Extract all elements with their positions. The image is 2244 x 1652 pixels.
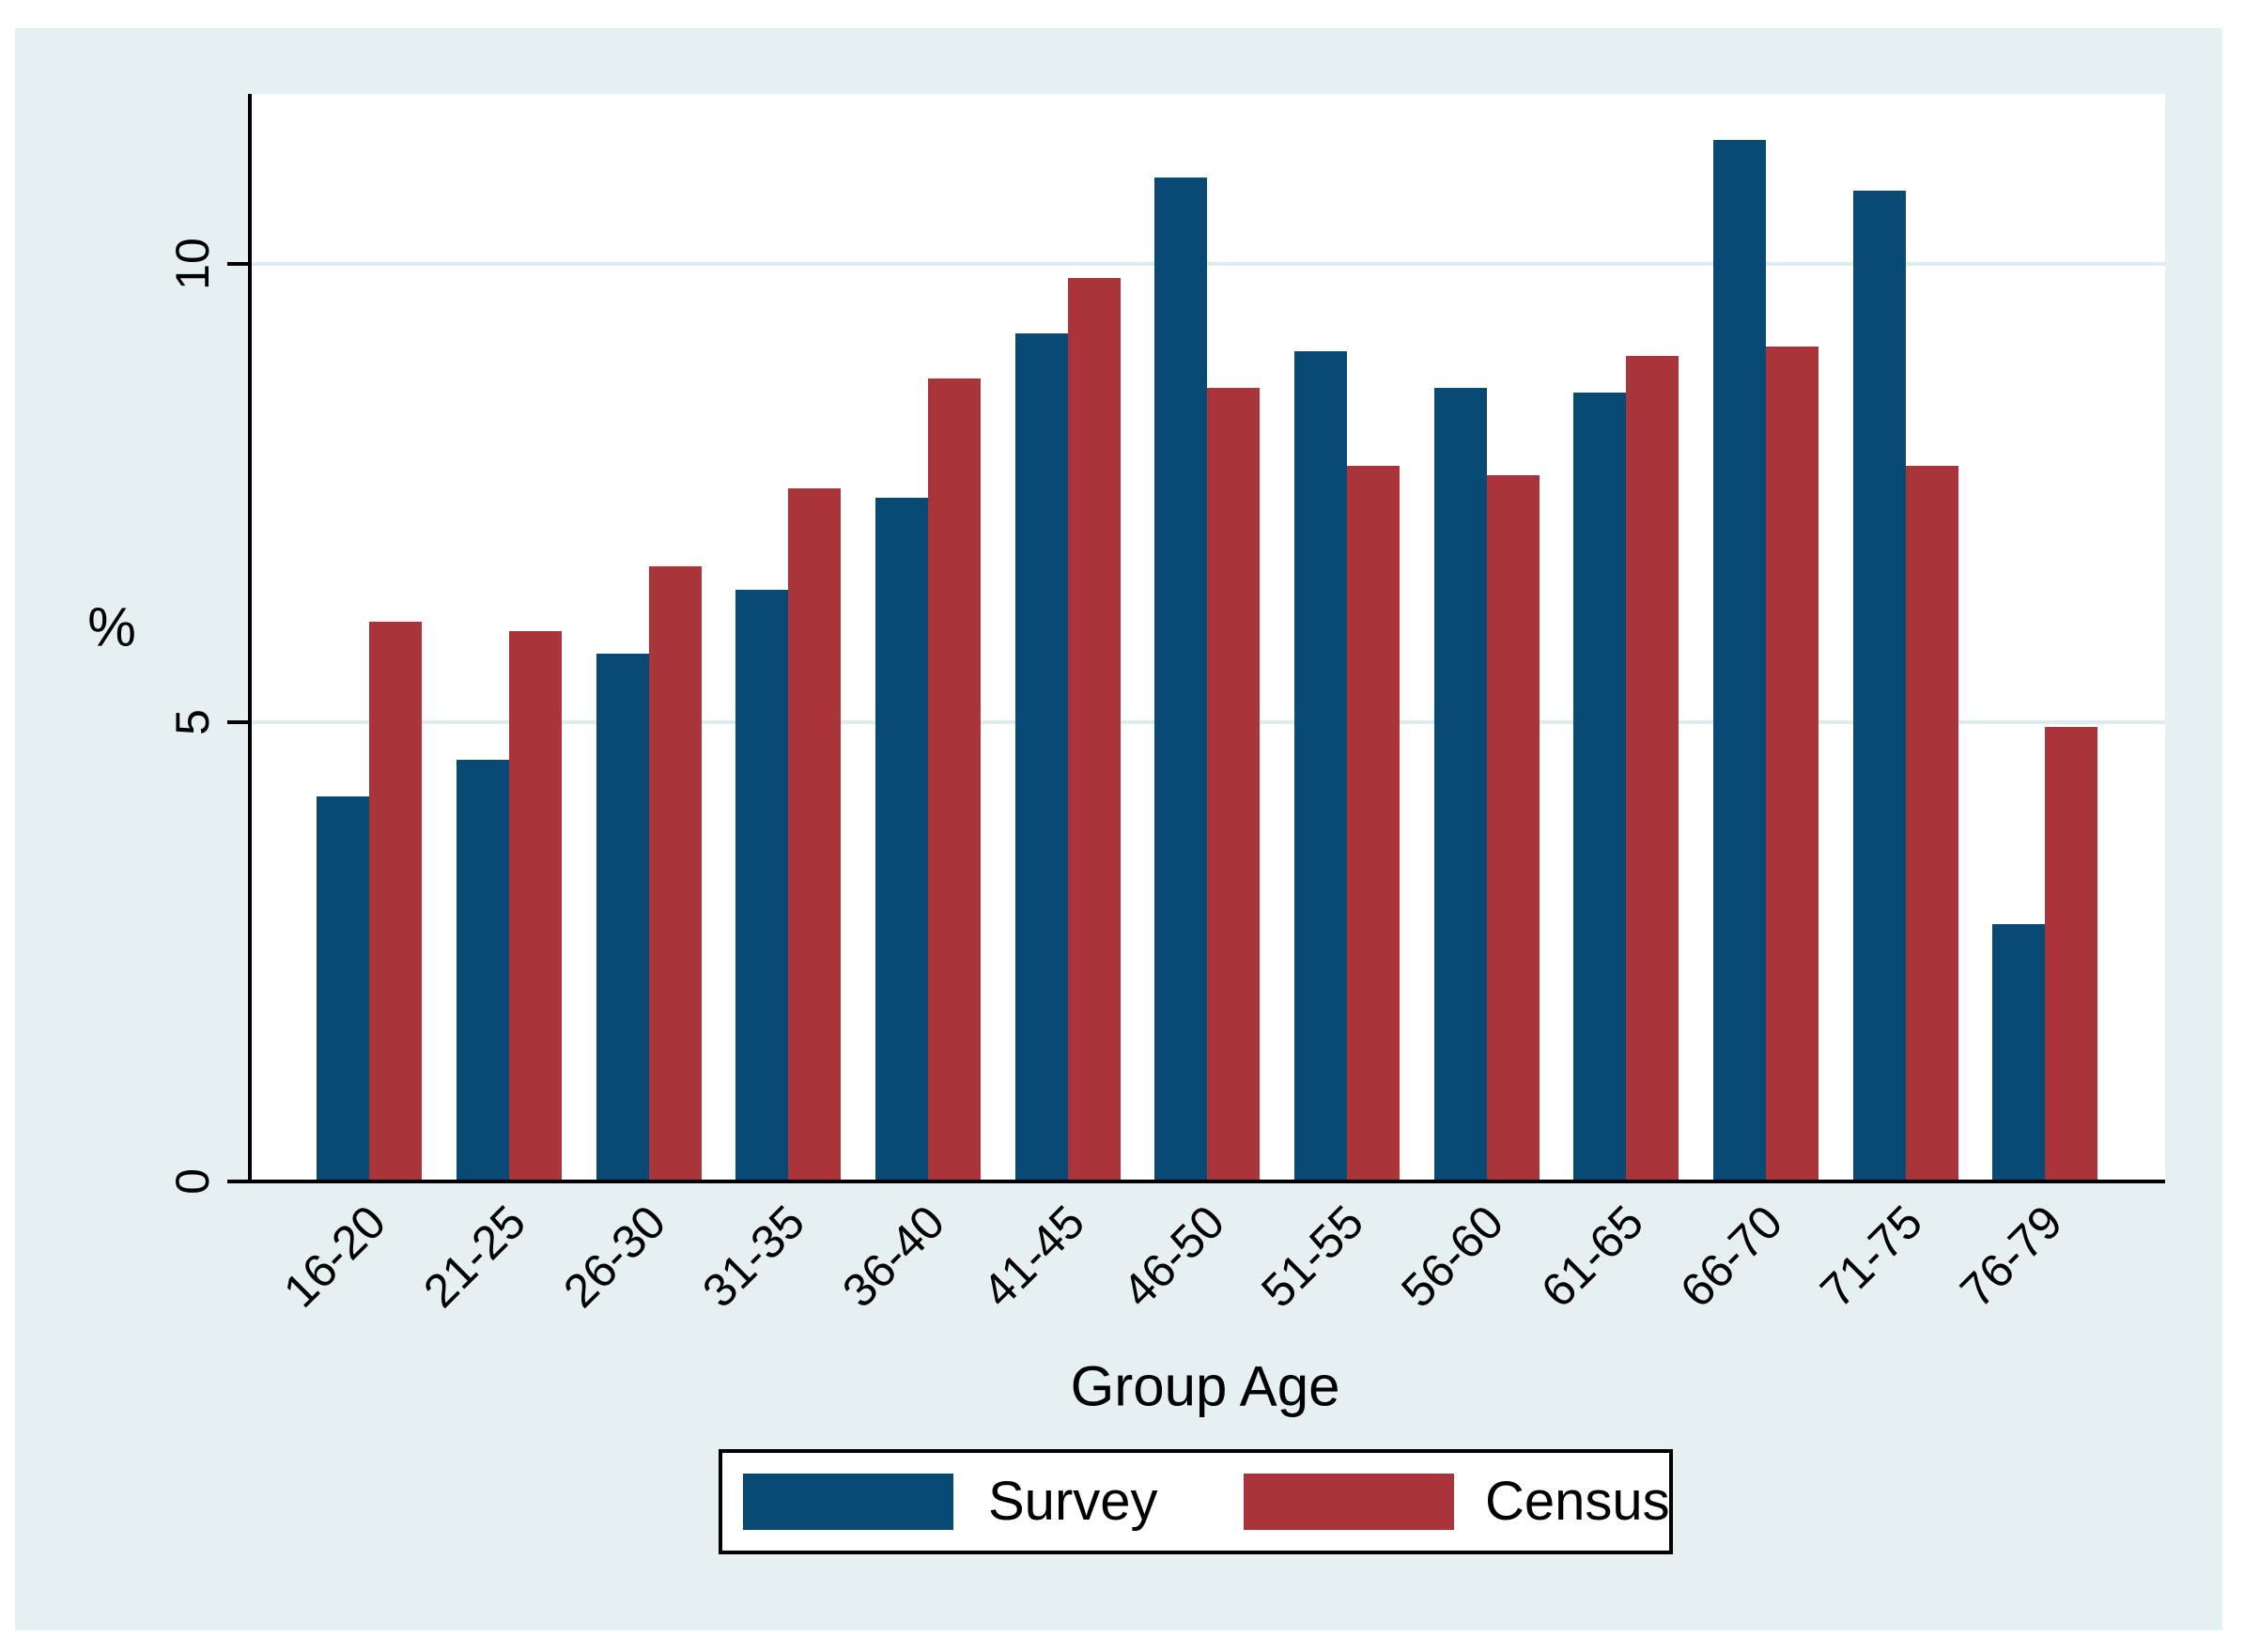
y-tick-0 [227,1179,248,1183]
bar-census-76-79 [2045,727,2098,1181]
bar-census-31-35 [788,488,842,1181]
legend-swatch-survey [743,1474,953,1530]
bar-census-46-50 [1207,388,1261,1181]
y-tick-label-10: 10 [166,238,219,291]
bar-survey-66-70 [1713,140,1767,1181]
legend: Survey Census [719,1449,1673,1554]
y-tick-5 [227,720,248,725]
legend-label-census: Census [1485,1471,1670,1532]
legend-label-survey: Survey [988,1471,1158,1532]
bar-survey-56-60 [1433,388,1487,1181]
bar-census-16-20 [369,622,423,1181]
gridline-y-10 [251,262,2165,267]
bar-census-56-60 [1486,474,1540,1181]
y-axis-line [247,94,252,1183]
bar-survey-51-55 [1294,351,1348,1181]
x-axis-title: Group Age [1070,1354,1340,1418]
x-axis-line [228,1180,2165,1183]
y-axis-title: % [87,596,136,658]
bar-survey-61-65 [1573,392,1627,1181]
bar-census-26-30 [648,566,702,1181]
bar-survey-26-30 [596,654,649,1181]
bar-survey-71-75 [1852,191,1906,1181]
legend-swatch-census [1244,1474,1454,1530]
bar-survey-46-50 [1154,177,1208,1181]
y-tick-10 [227,262,248,267]
bar-census-41-45 [1067,277,1121,1181]
bar-survey-16-20 [317,795,370,1181]
bar-census-71-75 [1905,466,1958,1181]
bar-survey-41-45 [1014,332,1068,1181]
bar-census-66-70 [1766,347,1819,1181]
bar-census-51-55 [1347,466,1401,1181]
bar-census-21-25 [508,630,562,1181]
bar-census-36-40 [928,378,982,1181]
bar-survey-21-25 [456,759,509,1181]
bar-survey-76-79 [1992,924,2046,1181]
bar-survey-31-35 [735,589,789,1181]
y-tick-label-5: 5 [166,709,219,736]
bar-census-61-65 [1626,355,1679,1181]
bar-survey-36-40 [875,498,929,1181]
y-tick-label-0: 0 [166,1167,219,1195]
